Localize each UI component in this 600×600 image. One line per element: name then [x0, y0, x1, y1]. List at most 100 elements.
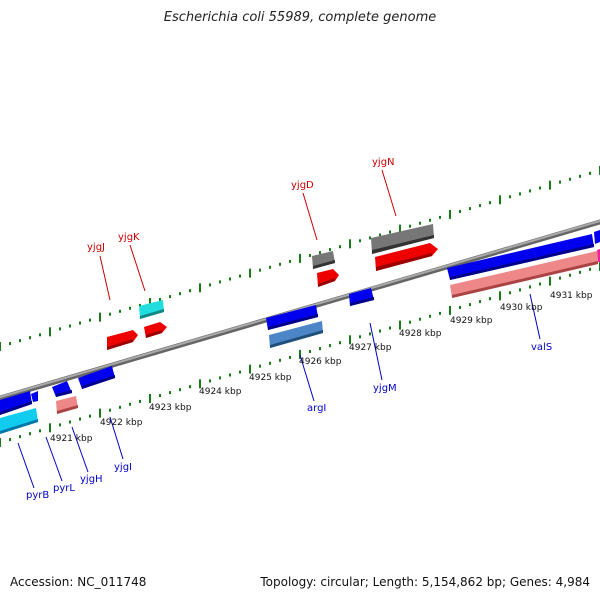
minor-tick [379, 233, 381, 237]
major-tick [299, 253, 301, 263]
minor-tick [169, 391, 171, 395]
gene-label-pyrB[interactable]: pyrB [26, 490, 49, 501]
kbp-label: 4929 kbp [450, 316, 493, 326]
gene-valS-pink[interactable] [450, 251, 598, 298]
minor-tick [189, 385, 191, 389]
genome-stats: Topology: circular; Length: 5,154,862 bp… [260, 575, 590, 589]
minor-tick [289, 259, 291, 263]
minor-tick [459, 210, 461, 213]
minor-tick [429, 314, 431, 318]
minor-tick [59, 327, 61, 331]
minor-tick [19, 435, 21, 439]
minor-tick [79, 321, 81, 325]
minor-tick [369, 332, 371, 336]
gene-label-yjgD[interactable]: yjgD [291, 180, 314, 191]
minor-tick [219, 376, 221, 380]
major-tick [349, 239, 351, 249]
minor-tick [339, 245, 341, 249]
minor-tick [569, 273, 571, 277]
gene-argI[interactable] [266, 305, 318, 330]
minor-tick [419, 221, 421, 225]
major-tick [49, 327, 51, 337]
accession-info: Accession: NC_011748 [10, 575, 147, 589]
gene-label-yjgN[interactable]: yjgN [372, 157, 395, 168]
minor-tick [529, 189, 531, 193]
gene-label-yjgH[interactable]: yjgH [80, 474, 103, 485]
minor-tick [259, 268, 261, 272]
major-tick [149, 298, 151, 307]
gene-yjgH[interactable] [78, 366, 115, 389]
gene-label-yjgM[interactable]: yjgM [373, 383, 397, 394]
gene-valS[interactable] [447, 234, 594, 280]
lower-tick-track [0, 261, 600, 447]
major-tick [249, 364, 251, 374]
gene-label-argI[interactable]: argI [307, 403, 326, 414]
minor-tick [29, 432, 31, 436]
minor-tick [279, 358, 281, 362]
minor-tick [79, 417, 81, 421]
major-tick [449, 305, 451, 315]
minor-tick [379, 329, 381, 333]
gene-label-yjgK[interactable]: yjgK [118, 232, 140, 243]
minor-tick [209, 379, 211, 383]
minor-tick [339, 341, 341, 345]
minor-tick [239, 370, 241, 374]
gene-argI-steel[interactable] [269, 321, 323, 348]
minor-tick [9, 342, 11, 346]
minor-tick [119, 405, 121, 409]
gene-label-pyrL[interactable]: pyrL [53, 483, 75, 494]
minor-tick [489, 201, 491, 205]
minor-tick [39, 429, 41, 433]
gene-cyan-upper[interactable] [139, 300, 164, 319]
kbp-label: 4930 kbp [500, 303, 543, 313]
minor-tick [129, 306, 131, 310]
kbp-label: 4921 kbp [50, 434, 93, 444]
minor-tick [289, 355, 291, 359]
gene-label-yjgI[interactable]: yjgI [114, 462, 132, 473]
minor-tick [39, 333, 41, 337]
minor-tick [129, 402, 131, 406]
minor-tick [479, 204, 481, 208]
minor-tick [159, 394, 161, 397]
major-tick [99, 312, 101, 322]
minor-tick [159, 298, 161, 301]
minor-tick [579, 270, 581, 274]
forward-gene-labels: yjgJ yjgK yjgD yjgN [87, 157, 395, 253]
minor-tick [89, 318, 91, 322]
minor-tick [429, 218, 431, 222]
minor-tick [219, 280, 221, 284]
major-tick [499, 291, 501, 301]
minor-tick [269, 361, 271, 365]
label-connectors [17, 169, 541, 489]
major-tick [0, 342, 1, 351]
minor-tick [139, 399, 141, 403]
gene-label-yjgJ[interactable]: yjgJ [87, 242, 105, 253]
minor-tick [309, 254, 311, 257]
minor-tick [389, 326, 391, 330]
major-tick [499, 195, 501, 205]
minor-tick [239, 274, 241, 278]
kbp-label: 4923 kbp [149, 403, 192, 413]
gene-pyrB[interactable] [0, 391, 32, 415]
kbp-labels: 4921 kbp 4922 kbp 4923 kbp 4924 kbp 4925… [50, 291, 593, 444]
minor-tick [409, 224, 411, 228]
minor-tick [279, 262, 281, 266]
major-tick [249, 268, 251, 278]
kbp-label: 4926 kbp [299, 357, 342, 367]
gene-label-valS[interactable]: valS [531, 342, 552, 353]
minor-tick [319, 347, 321, 351]
reverse-genes [0, 230, 600, 434]
minor-tick [89, 414, 91, 418]
minor-tick [229, 277, 231, 281]
major-tick [399, 320, 401, 330]
minor-tick [359, 239, 361, 243]
forward-genes [107, 224, 438, 350]
major-tick [199, 379, 201, 389]
minor-tick [509, 291, 511, 295]
gene-pyrB-cyan[interactable] [0, 408, 38, 434]
minor-tick [59, 423, 61, 427]
minor-tick [409, 320, 411, 324]
major-tick [0, 438, 1, 447]
major-tick [549, 180, 551, 190]
